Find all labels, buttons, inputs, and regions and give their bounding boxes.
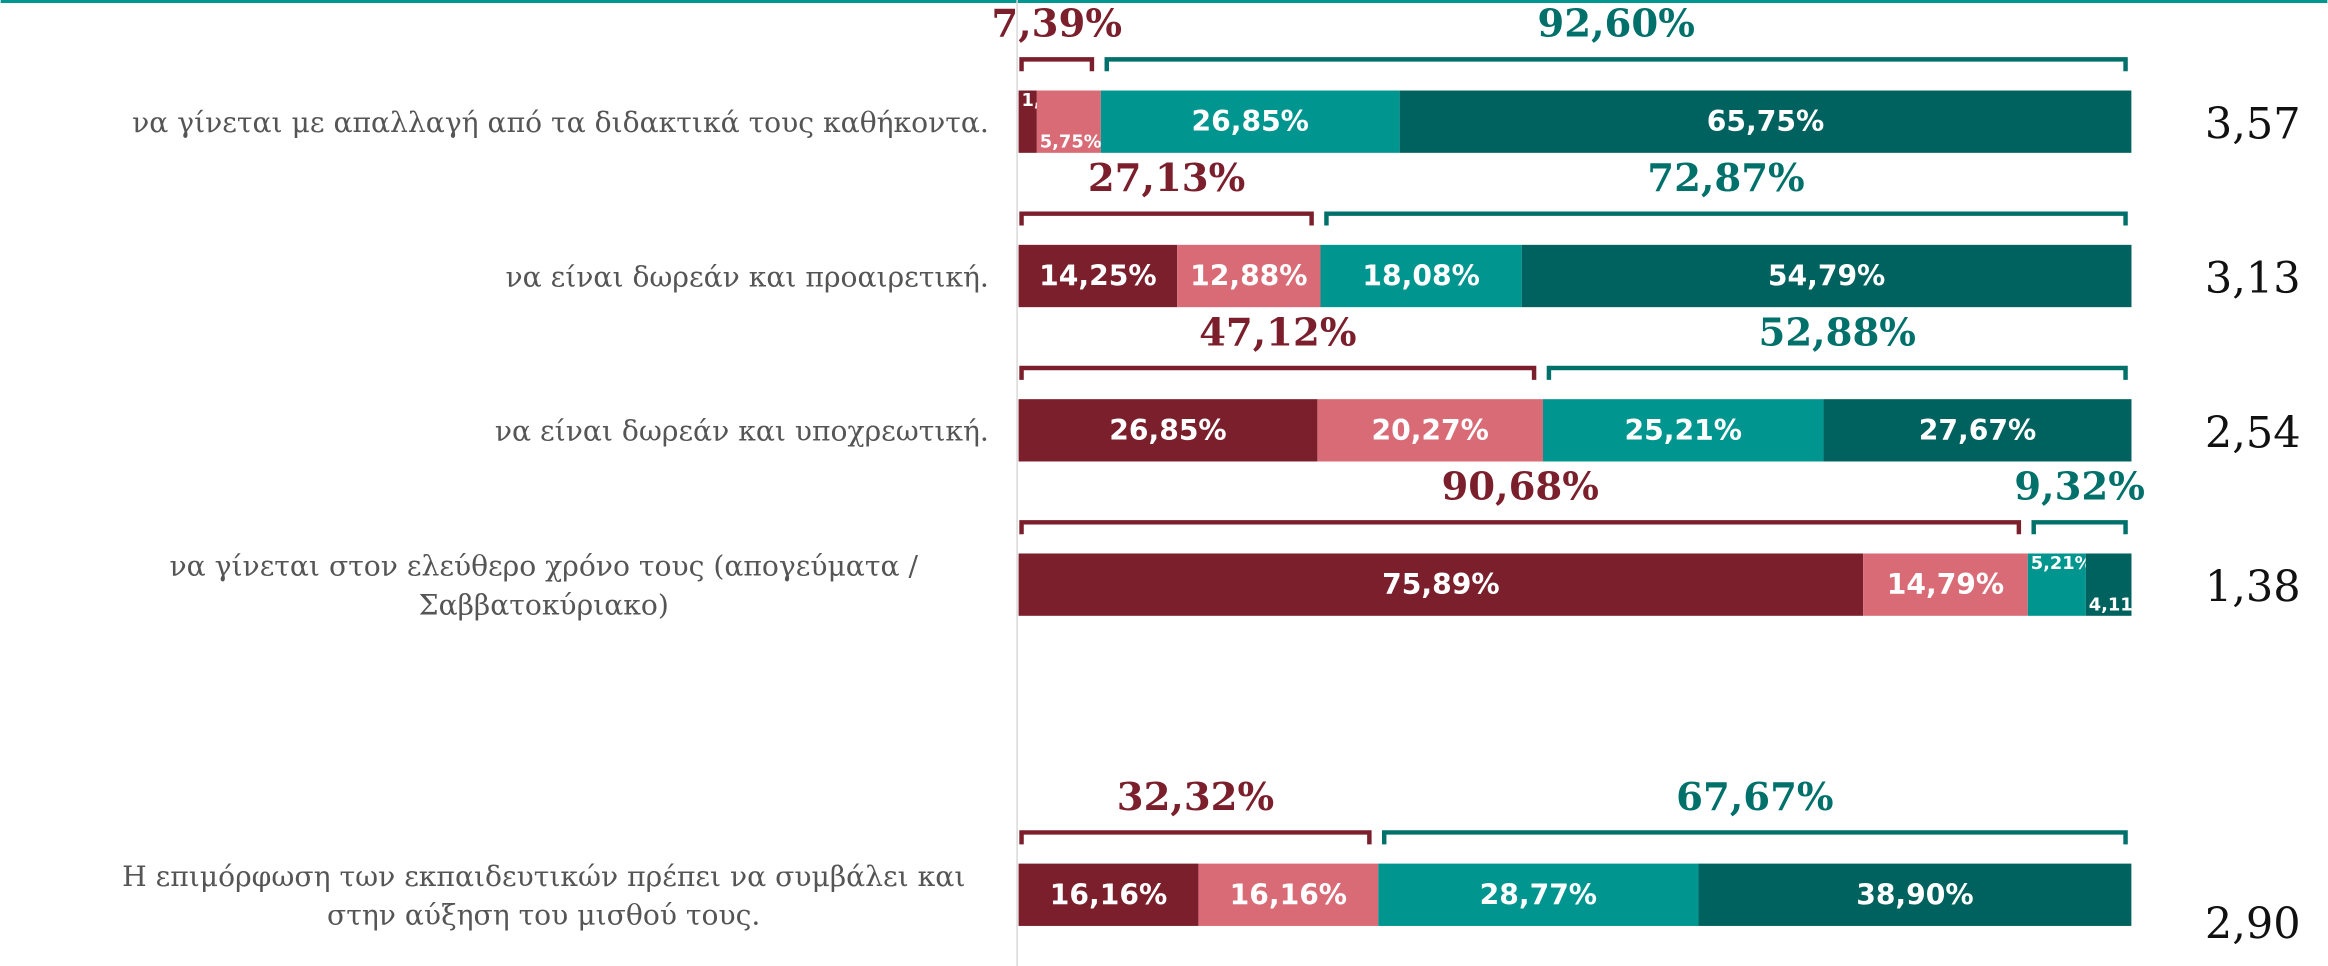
category-label-wrap: να είναι δωρεάν και υποχρεωτική. xyxy=(30,372,989,491)
bracket xyxy=(1324,211,2128,226)
mean-label: 3,57 xyxy=(2205,100,2301,150)
segment-label: 38,90% xyxy=(1856,878,1973,911)
bar-segment xyxy=(1018,90,1037,153)
bracket xyxy=(1019,57,1095,72)
bar-segment xyxy=(1198,863,1379,926)
bar-segment xyxy=(1018,553,1864,616)
category-label: να είναι δωρεάν και προαιρετική. xyxy=(505,261,989,294)
bar-segment xyxy=(1542,399,1824,462)
bracket-label: 92,60% xyxy=(1537,2,1694,47)
bracket-label: 90,68% xyxy=(1441,465,1598,510)
segment-label: 28,77% xyxy=(1480,878,1597,911)
bar-segment xyxy=(1698,863,2132,926)
bar-segment xyxy=(1036,90,1101,153)
bar-segment xyxy=(1317,399,1543,462)
segment-label: 4,11% xyxy=(2089,594,2151,615)
bar-segment xyxy=(1018,863,1199,926)
bar-segment xyxy=(1320,244,1522,308)
bar-segment xyxy=(2027,553,2086,616)
bracket xyxy=(1019,830,1372,845)
bracket-label: 47,12% xyxy=(1199,310,1356,355)
segment-label: 26,85% xyxy=(1192,105,1309,138)
bracket xyxy=(1546,365,2128,380)
category-label-wrap: Η επιμόρφωση των εκπαιδευτικών πρέπει να… xyxy=(30,837,989,956)
segment-label: 12,88% xyxy=(1190,259,1307,292)
bar-segment xyxy=(1823,399,2132,462)
segment-label: 54,79% xyxy=(1768,259,1885,292)
bracket xyxy=(1381,830,2128,845)
category-label-wrap: να γίνεται στον ελεύθερο χρόνο τους (απο… xyxy=(30,527,989,646)
segment-label: 14,79% xyxy=(1887,568,2004,601)
segment-label: 16,16% xyxy=(1050,878,1167,911)
mean-label: 3,13 xyxy=(2205,254,2301,304)
bar-segment xyxy=(1018,399,1318,462)
segment-label: 16,16% xyxy=(1230,878,1347,911)
bracket xyxy=(1019,520,2022,535)
category-label-box: Η επιμόρφωση των εκπαιδευτικών πρέπει να… xyxy=(30,837,989,956)
bar-segment xyxy=(1863,553,2028,616)
category-label: να είναι δωρεάν και υποχρεωτική. xyxy=(494,415,989,449)
bracket xyxy=(2031,520,2128,535)
mean-label: 2,54 xyxy=(2205,408,2301,458)
bar-segment xyxy=(1521,244,2132,308)
bracket-label: 9,32% xyxy=(2014,465,2145,510)
category-label-box: να είναι δωρεάν και υποχρεωτική. xyxy=(30,372,989,491)
category-label-box: να γίνεται με απαλλαγή από τα διδακτικά … xyxy=(30,64,989,183)
bracket-label: 32,32% xyxy=(1117,775,1274,820)
bar-segment xyxy=(1177,244,1321,308)
bracket-label: 27,13% xyxy=(1088,156,1245,201)
segment-label: 18,08% xyxy=(1362,259,1479,292)
bar-segment xyxy=(1399,90,2132,153)
mean-label: 2,90 xyxy=(2205,899,2301,949)
segment-label: 65,75% xyxy=(1707,105,1824,138)
category-label-box: να γίνεται στον ελεύθερο χρόνο τους (απο… xyxy=(30,527,989,646)
category-label: να γίνεται στον ελεύθερο χρόνο τους (απο… xyxy=(169,550,918,622)
bracket xyxy=(1019,365,1537,380)
segment-label: 14,25% xyxy=(1039,259,1156,292)
category-label: να γίνεται με απαλλαγή από τα διδακτικά … xyxy=(132,106,989,140)
mean-label: 1,38 xyxy=(2205,563,2301,613)
category-label-box: να είναι δωρεάν και προαιρετική. xyxy=(30,218,989,337)
bracket-label: 52,88% xyxy=(1758,310,1915,355)
segment-label: 27,67% xyxy=(1919,414,2036,447)
segment-label: 25,21% xyxy=(1625,414,1742,447)
bracket xyxy=(1104,57,2128,72)
bar-segment xyxy=(2085,553,2132,616)
bracket-label: 7,39% xyxy=(991,2,1122,47)
bracket xyxy=(1019,211,1314,226)
category-label: Η επιμόρφωση των εκπαιδευτικών πρέπει να… xyxy=(122,860,966,932)
segment-label: 20,27% xyxy=(1371,414,1488,447)
bracket-label: 67,67% xyxy=(1676,775,1833,820)
category-label-wrap: να είναι δωρεάν και προαιρετική. xyxy=(30,218,989,337)
segment-label: 5,21% xyxy=(2031,553,2093,574)
bracket-label: 72,87% xyxy=(1647,156,1804,201)
bar-segment xyxy=(1100,90,1400,153)
category-label-wrap: να γίνεται με απαλλαγή από τα διδακτικά … xyxy=(30,64,989,183)
bar-segment xyxy=(1378,863,1699,926)
segment-label: 75,89% xyxy=(1382,568,1499,601)
bar-segment xyxy=(1018,244,1178,308)
segment-label: 26,85% xyxy=(1109,414,1226,447)
segment-label: 5,75% xyxy=(1040,131,1102,152)
